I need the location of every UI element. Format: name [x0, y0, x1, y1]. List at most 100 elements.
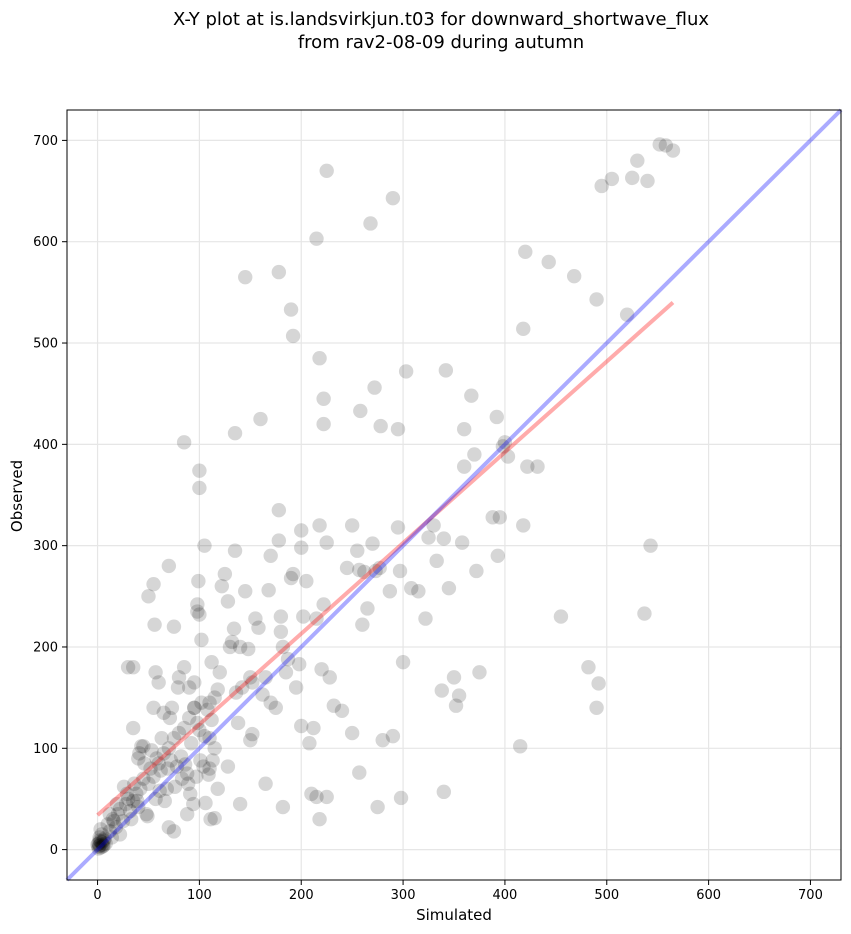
- data-point: [176, 660, 192, 675]
- data-point: [251, 620, 266, 635]
- data-point: [149, 751, 164, 766]
- data-point: [146, 700, 161, 715]
- data-point: [263, 695, 278, 710]
- data-point: [159, 781, 175, 797]
- data-point: [652, 137, 667, 152]
- data-point: [96, 838, 111, 853]
- x-tick-label: 500: [594, 888, 619, 903]
- data-point: [118, 796, 134, 812]
- y-tick-label: 700: [33, 134, 58, 149]
- data-point: [112, 827, 128, 842]
- data-point: [302, 736, 317, 751]
- data-point: [365, 536, 380, 551]
- data-point: [541, 254, 556, 270]
- data-point: [119, 786, 135, 802]
- data-point: [212, 665, 227, 680]
- data-point: [553, 609, 569, 624]
- data-point: [665, 143, 681, 158]
- data-point: [230, 715, 246, 731]
- data-point: [151, 675, 166, 690]
- data-point: [224, 634, 240, 650]
- data-point: [196, 759, 211, 774]
- data-point: [518, 244, 533, 260]
- data-point: [147, 617, 162, 632]
- data-point: [201, 767, 216, 782]
- data-point: [368, 563, 383, 579]
- data-point: [171, 670, 187, 685]
- data-point: [116, 779, 132, 794]
- data-point: [275, 799, 291, 815]
- y-tick-label: 200: [33, 640, 58, 655]
- data-point: [90, 837, 105, 852]
- data-point: [350, 543, 365, 558]
- data-point: [467, 447, 482, 462]
- data-point: [192, 480, 207, 496]
- data-point: [226, 621, 242, 636]
- data-point: [143, 761, 158, 776]
- data-point: [352, 765, 367, 780]
- data-point: [192, 463, 207, 478]
- data-point: [390, 520, 406, 535]
- data-point: [495, 439, 511, 454]
- data-point: [367, 380, 382, 395]
- data-point: [148, 791, 163, 807]
- data-point: [604, 171, 620, 187]
- data-point: [91, 836, 106, 851]
- data-point: [263, 548, 278, 563]
- data-point: [112, 801, 128, 817]
- data-point: [411, 584, 426, 599]
- data-point: [404, 581, 419, 596]
- data-point: [136, 739, 151, 754]
- data-point: [207, 741, 222, 756]
- data-point: [182, 680, 197, 695]
- data-point: [151, 756, 166, 771]
- data-point: [288, 680, 304, 695]
- data-point: [492, 510, 508, 525]
- data-point: [275, 639, 291, 655]
- x-axis-label: Simulated: [416, 906, 492, 924]
- data-point: [202, 761, 217, 776]
- data-point: [95, 839, 110, 854]
- data-point: [108, 820, 124, 835]
- data-point: [589, 292, 604, 307]
- data-point: [234, 680, 250, 695]
- data-point: [184, 736, 199, 751]
- data-point: [294, 523, 309, 538]
- data-point: [94, 827, 109, 842]
- data-point: [127, 776, 142, 791]
- data-point: [314, 662, 329, 677]
- data-point: [372, 560, 387, 576]
- data-point: [162, 710, 178, 726]
- data-point: [312, 351, 327, 366]
- data-point: [271, 264, 287, 280]
- trend-lines: [65, 108, 843, 882]
- data-point: [232, 639, 248, 655]
- data-point: [179, 766, 195, 781]
- data-point: [95, 837, 110, 852]
- data-point: [176, 720, 192, 736]
- data-point: [131, 799, 146, 815]
- data-point: [98, 836, 113, 851]
- data-point: [91, 839, 106, 854]
- x-tick-label: 0: [93, 888, 101, 903]
- data-point: [171, 725, 187, 741]
- grid-lines: [67, 110, 841, 880]
- data-point: [193, 753, 208, 768]
- data-point: [516, 518, 531, 533]
- data-point: [451, 688, 467, 703]
- data-point: [385, 190, 401, 206]
- data-point: [448, 698, 464, 713]
- data-point: [280, 651, 296, 667]
- data-point: [94, 835, 109, 850]
- data-point: [258, 776, 273, 791]
- data-point: [187, 675, 202, 690]
- data-points: [90, 137, 681, 856]
- data-point: [382, 584, 398, 599]
- data-point: [187, 700, 202, 715]
- x-tick-label: 100: [187, 888, 212, 903]
- data-point: [312, 812, 327, 827]
- data-point: [207, 810, 222, 826]
- data-point: [625, 170, 640, 186]
- data-point: [292, 656, 307, 672]
- data-point: [344, 518, 360, 533]
